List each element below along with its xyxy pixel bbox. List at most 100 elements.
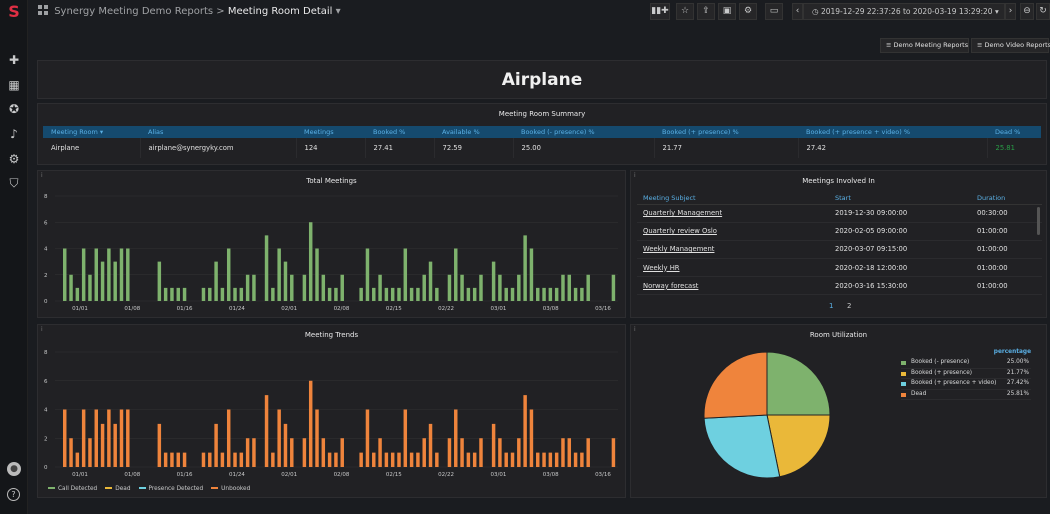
time-range-picker[interactable]: ◷ 2019-12-29 22:37:26 to 2020-03-19 13:2… [803, 3, 1005, 20]
breadcrumb-dashboard[interactable]: Meeting Room Detail [227, 6, 333, 17]
legend-value-header[interactable]: percentage [993, 349, 1031, 355]
bar [94, 409, 99, 467]
user-avatar-icon[interactable]: ● [7, 462, 21, 476]
link-demo-video-reports[interactable]: ≡ Demo Video Reports [971, 38, 1050, 53]
breadcrumb-folder[interactable]: Synergy Meeting Demo Reports [54, 6, 214, 17]
col-meetings[interactable]: Meetings [296, 126, 365, 138]
plus-icon[interactable]: ✚ [8, 53, 20, 67]
time-forward-icon[interactable]: › [1005, 3, 1016, 20]
breadcrumb: Synergy Meeting Demo Reports > Meeting R… [38, 5, 341, 17]
cell-subject[interactable]: Weekly Management [637, 240, 829, 260]
legend-value: 25.81% [1006, 390, 1029, 397]
y-tick-label: 8 [44, 194, 48, 200]
cell-subject[interactable]: Weekly HR [637, 258, 829, 278]
bar [466, 452, 471, 467]
time-back-icon[interactable]: ‹ [792, 3, 803, 20]
col-booked-minus-presence[interactable]: Booked (- presence) % [513, 126, 654, 138]
legend-item[interactable]: Dead [105, 486, 131, 492]
x-tick-label: 03/01 [490, 306, 506, 312]
legend-item[interactable]: Unbooked [211, 486, 250, 492]
shield-icon[interactable]: ⛉ [9, 176, 19, 190]
legend-swatch [211, 487, 219, 489]
col-start[interactable]: Start [829, 193, 971, 205]
page-1-link[interactable]: 1 [829, 302, 834, 310]
bar [580, 287, 584, 301]
chevron-down-icon[interactable]: ▾ [335, 6, 341, 17]
synergy-logo[interactable]: S [8, 2, 20, 21]
bar [170, 452, 174, 467]
col-booked[interactable]: Booked % [365, 126, 434, 138]
bar [182, 287, 187, 301]
scrollbar-thumb[interactable] [1037, 207, 1040, 235]
share-icon[interactable]: ⇪ [697, 3, 715, 20]
panel-info-icon[interactable]: i [41, 172, 43, 179]
col-duration[interactable]: Duration [971, 193, 1042, 205]
bar [409, 287, 414, 301]
star-icon[interactable]: ☆ [676, 3, 694, 20]
bar [239, 287, 244, 301]
bar [201, 287, 206, 301]
legend-item[interactable]: Presence Detected [138, 486, 203, 492]
explore-icon[interactable]: ✪ [8, 102, 20, 116]
help-icon[interactable]: ? [7, 488, 20, 501]
bar [163, 287, 168, 301]
cell-subject[interactable]: Quarterly Management [637, 204, 829, 223]
bar [252, 438, 256, 467]
refresh-icon[interactable]: ↻ [1036, 3, 1050, 20]
x-tick-label: 01/16 [177, 306, 193, 312]
col-available[interactable]: Available % [434, 126, 513, 138]
settings-gear-icon[interactable]: ⚙ [739, 3, 757, 20]
bar [561, 438, 565, 467]
add-panel-icon[interactable]: ▮▮✚ [650, 3, 670, 20]
pie-legend-item[interactable]: Booked (- presence) 25.00% [901, 358, 1031, 369]
tv-mode-icon[interactable]: ▭ [765, 3, 783, 20]
bar [176, 287, 180, 301]
bell-icon[interactable]: ♪ [10, 127, 18, 141]
page-2-link[interactable]: 2 [847, 302, 852, 310]
table-row[interactable]: Norway forecast 2020-03-16 15:30:00 01:00:… [637, 276, 1042, 296]
bar [416, 452, 420, 467]
pie-legend: percentage Booked (- presence) 25.00% Book… [901, 349, 1031, 400]
col-meeting-room[interactable]: Meeting Room ▾ [43, 126, 140, 138]
cell-booked-minus-presence: 25.00 [513, 138, 655, 158]
dashboards-icon[interactable]: ▦ [8, 78, 20, 92]
table-row[interactable]: Weekly HR 2020-02-18 12:00:00 01:00:00 [637, 258, 1042, 278]
panel-info-icon[interactable]: i [634, 326, 636, 333]
zoom-out-icon[interactable]: ⊖ [1020, 3, 1034, 20]
pie-legend-item[interactable]: Booked (+ presence + video) 27.42% [901, 379, 1031, 390]
bar [214, 423, 218, 467]
col-booked-plus-presence[interactable]: Booked (+ presence) % [654, 126, 798, 138]
bar [226, 248, 231, 301]
room-title: Airplane [501, 70, 583, 90]
bar [245, 274, 250, 301]
bar [378, 274, 382, 301]
x-tick-label: 03/16 [595, 306, 611, 312]
legend-label: Booked (- presence) [911, 359, 970, 365]
pie-legend-item[interactable]: Booked (+ presence) 21.77% [901, 369, 1031, 379]
save-icon[interactable]: ▣ [718, 3, 736, 20]
link-demo-meeting-reports[interactable]: ≡ Demo Meeting Reports [880, 38, 969, 53]
cell-subject[interactable]: Norway forecast [637, 276, 829, 296]
bar [397, 287, 401, 301]
cell-subject[interactable]: Quarterly review Oslo [637, 222, 829, 241]
bar [365, 409, 370, 467]
panel-info-icon[interactable]: i [41, 326, 43, 333]
table-row[interactable]: Quarterly review Oslo 2020-02-05 09:00:00… [637, 222, 1042, 241]
bar [264, 235, 269, 301]
col-dead[interactable]: Dead % [987, 126, 1041, 138]
cell-booked-plus-presence: 21.77 [654, 138, 799, 158]
room-utilization-title: Room Utilization [809, 331, 868, 339]
col-booked-presence-video[interactable]: Booked (+ presence + video) % [798, 126, 987, 138]
legend-item[interactable]: Call Detected [48, 486, 97, 492]
bar [271, 287, 275, 301]
bar [315, 409, 319, 467]
col-alias[interactable]: Alias [140, 126, 296, 138]
summary-table: Meeting Room ▾ Alias Meetings Booked % A… [43, 126, 1041, 158]
table-row[interactable]: Quarterly Management 2019-12-30 09:00:00 0… [637, 204, 1042, 223]
bar [403, 248, 408, 301]
pie-legend-item[interactable]: Dead 25.81% [901, 390, 1031, 400]
col-meeting-subject[interactable]: Meeting Subject [637, 193, 829, 205]
panel-info-icon[interactable]: i [634, 172, 636, 179]
table-row[interactable]: Weekly Management 2020-03-07 09:15:00 01:0… [637, 240, 1042, 260]
gear-icon[interactable]: ⚙ [8, 152, 20, 166]
